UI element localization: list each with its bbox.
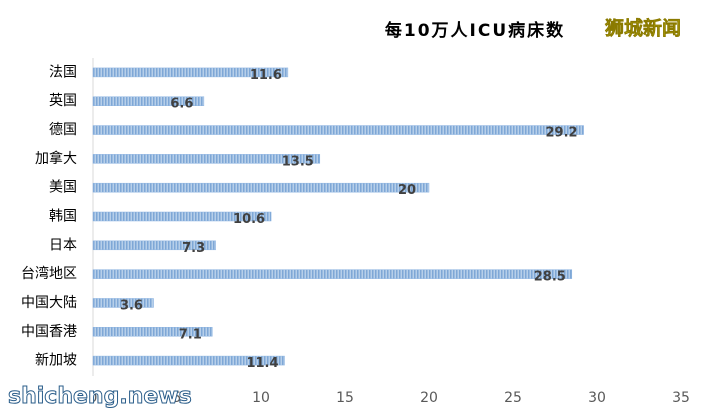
x-tick-label: 0 [89,390,98,406]
data-label: 11.4 [246,356,278,371]
y-tick-label: 法国 [49,64,77,80]
y-tick-label: 英国 [49,92,77,109]
bar [92,240,216,251]
bar [92,211,272,222]
bar [92,355,285,366]
data-label: 28.5 [534,270,566,285]
data-label: 13.5 [282,154,314,169]
y-tick-label: 日本 [49,237,77,253]
x-tick-label: 30 [588,390,606,406]
bar [92,96,205,106]
y-tick-label: 中国香港 [21,324,77,340]
x-tick-label: 10 [252,390,270,406]
y-tick-label: 加拿大 [35,150,77,167]
data-label: 7.1 [179,327,202,342]
x-tick-label: 35 [672,390,690,406]
x-tick-label: 5 [173,390,182,406]
y-tick-label: 新加坡 [35,353,77,369]
data-label: 7.3 [182,241,205,256]
y-tick-label: 中国大陆 [21,295,77,311]
data-label: 29.2 [546,126,578,141]
bar [92,182,430,193]
bar [92,269,573,279]
x-tick-label: 15 [336,390,354,406]
data-label: 6.6 [170,97,193,112]
y-tick-label: 德国 [49,122,77,138]
y-tick-label: 台湾地区 [21,265,77,282]
watermark: shicheng.news [8,384,192,409]
y-tick-label: 美国 [49,180,77,196]
bar [92,298,154,308]
data-label: 20 [398,183,416,198]
bar [92,327,213,337]
data-label: 11.6 [250,68,282,83]
data-label: 10.6 [233,212,265,227]
bar [92,67,289,78]
bar [92,125,584,135]
chart-title: 每10万人ICU病床数 [385,20,565,41]
x-tick-label: 25 [504,390,522,406]
data-label: 3.6 [120,298,143,313]
x-tick-label: 20 [420,390,438,406]
watermark: 狮城新闻 [605,17,681,40]
bar [92,154,321,164]
y-tick-label: 韩国 [49,209,77,225]
